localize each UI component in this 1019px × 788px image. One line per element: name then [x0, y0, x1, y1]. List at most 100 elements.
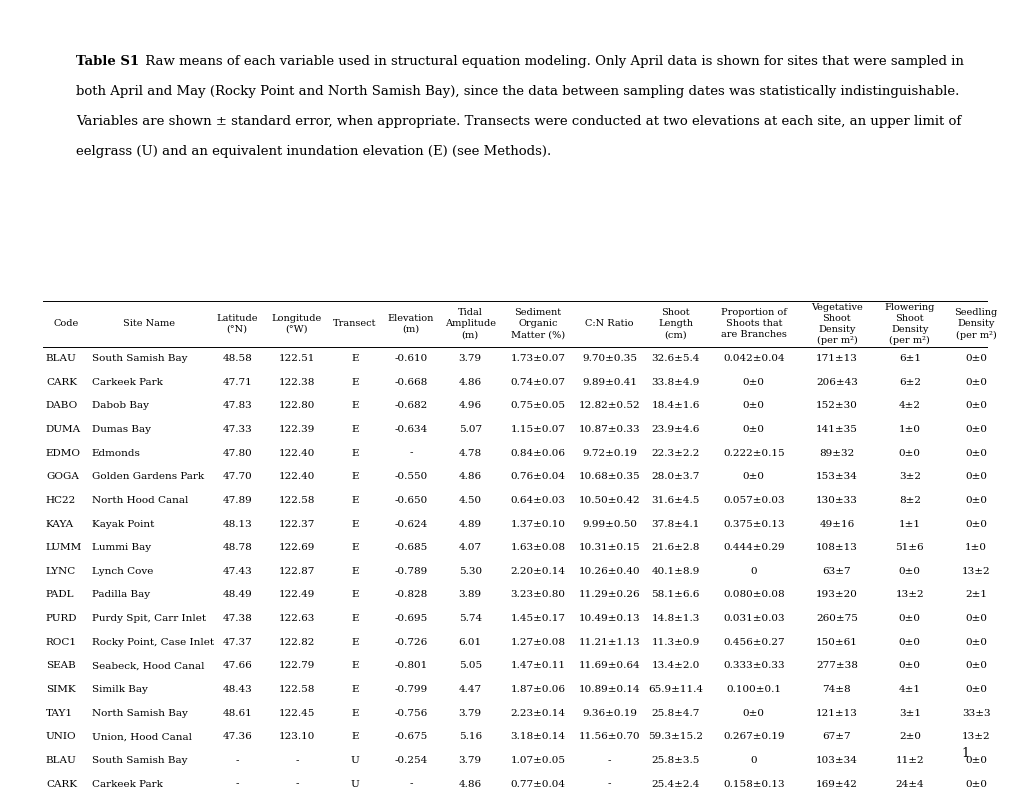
Text: Variables are shown ± standard error, when appropriate. Transects were conducted: Variables are shown ± standard error, wh…: [76, 115, 961, 128]
Text: 47.37: 47.37: [222, 637, 252, 647]
Text: Carkeek Park: Carkeek Park: [92, 779, 162, 788]
Text: 2.20±0.14: 2.20±0.14: [511, 567, 565, 576]
Text: 0±0: 0±0: [742, 425, 764, 434]
Text: 0±0: 0±0: [964, 519, 986, 529]
Text: E: E: [351, 732, 359, 742]
Text: Longitude
(°W): Longitude (°W): [271, 314, 322, 334]
Text: 10.50±0.42: 10.50±0.42: [578, 496, 640, 505]
Text: -0.789: -0.789: [394, 567, 427, 576]
Text: 1.45±0.17: 1.45±0.17: [511, 614, 565, 623]
Text: 2±1: 2±1: [964, 590, 986, 600]
Text: 3±1: 3±1: [898, 708, 920, 718]
Text: 25.4±2.4: 25.4±2.4: [651, 779, 699, 788]
Text: 4±2: 4±2: [898, 401, 920, 411]
Text: SEAB: SEAB: [46, 661, 75, 671]
Text: 4.96: 4.96: [459, 401, 481, 411]
Text: 0.100±0.1: 0.100±0.1: [726, 685, 781, 694]
Text: Purdy Spit, Carr Inlet: Purdy Spit, Carr Inlet: [92, 614, 206, 623]
Text: 63±7: 63±7: [821, 567, 851, 576]
Text: 13±2: 13±2: [961, 732, 989, 742]
Text: eelgrass (U) and an equivalent inundation elevation (E) (see Methods).: eelgrass (U) and an equivalent inundatio…: [76, 145, 551, 158]
Text: -0.650: -0.650: [394, 496, 427, 505]
Text: Kayak Point: Kayak Point: [92, 519, 154, 529]
Text: -0.682: -0.682: [394, 401, 427, 411]
Text: 4.86: 4.86: [459, 779, 481, 788]
Text: 23.9±4.6: 23.9±4.6: [651, 425, 699, 434]
Text: 33±3: 33±3: [961, 708, 989, 718]
Text: 0.76±0.04: 0.76±0.04: [511, 472, 565, 481]
Text: Dumas Bay: Dumas Bay: [92, 425, 151, 434]
Text: TAY1: TAY1: [46, 708, 72, 718]
Text: 122.80: 122.80: [278, 401, 315, 411]
Text: ROC1: ROC1: [46, 637, 76, 647]
Text: 103±34: 103±34: [815, 756, 857, 765]
Text: E: E: [351, 708, 359, 718]
Text: -0.675: -0.675: [394, 732, 427, 742]
Text: Dabob Bay: Dabob Bay: [92, 401, 149, 411]
Text: 5.30: 5.30: [459, 567, 481, 576]
Text: -0.828: -0.828: [394, 590, 427, 600]
Text: 3.89: 3.89: [459, 590, 481, 600]
Text: PURD: PURD: [46, 614, 77, 623]
Text: 25.8±4.7: 25.8±4.7: [651, 708, 699, 718]
Text: 48.78: 48.78: [222, 543, 252, 552]
Text: Proportion of
Shoots that
are Branches: Proportion of Shoots that are Branches: [720, 308, 786, 340]
Text: 47.83: 47.83: [222, 401, 252, 411]
Text: -: -: [294, 756, 299, 765]
Text: 122.40: 122.40: [278, 448, 315, 458]
Text: 9.70±0.35: 9.70±0.35: [582, 354, 636, 363]
Text: 10.87±0.33: 10.87±0.33: [578, 425, 640, 434]
Text: 33.8±4.9: 33.8±4.9: [651, 377, 699, 387]
Text: SIMK: SIMK: [46, 685, 75, 694]
Text: 130±33: 130±33: [815, 496, 857, 505]
Text: 1.63±0.08: 1.63±0.08: [511, 543, 565, 552]
Text: E: E: [351, 354, 359, 363]
Text: -: -: [409, 448, 413, 458]
Text: 24±4: 24±4: [895, 779, 923, 788]
Text: 0±0: 0±0: [964, 756, 986, 765]
Text: -0.254: -0.254: [394, 756, 427, 765]
Text: Code: Code: [53, 319, 78, 329]
Text: Tidal
Amplitude
(m): Tidal Amplitude (m): [444, 308, 495, 340]
Text: -: -: [294, 779, 299, 788]
Text: 47.36: 47.36: [222, 732, 252, 742]
Text: 11±2: 11±2: [895, 756, 923, 765]
Text: 47.38: 47.38: [222, 614, 252, 623]
Text: E: E: [351, 472, 359, 481]
Text: -0.695: -0.695: [394, 614, 427, 623]
Text: 122.51: 122.51: [278, 354, 315, 363]
Text: Edmonds: Edmonds: [92, 448, 141, 458]
Text: 193±20: 193±20: [815, 590, 857, 600]
Text: Padilla Bay: Padilla Bay: [92, 590, 150, 600]
Text: 0.77±0.04: 0.77±0.04: [511, 779, 565, 788]
Text: 3.79: 3.79: [459, 354, 481, 363]
Text: 1.27±0.08: 1.27±0.08: [511, 637, 565, 647]
Text: E: E: [351, 637, 359, 647]
Text: 28.0±3.7: 28.0±3.7: [651, 472, 699, 481]
Text: 0.75±0.05: 0.75±0.05: [511, 401, 565, 411]
Text: 0: 0: [750, 756, 756, 765]
Text: Union, Hood Canal: Union, Hood Canal: [92, 732, 192, 742]
Text: Carkeek Park: Carkeek Park: [92, 377, 162, 387]
Text: 122.45: 122.45: [278, 708, 315, 718]
Text: 0.057±0.03: 0.057±0.03: [722, 496, 784, 505]
Text: 0±0: 0±0: [964, 637, 986, 647]
Text: 11.29±0.26: 11.29±0.26: [578, 590, 640, 600]
Text: 169±42: 169±42: [815, 779, 857, 788]
Text: 0±0: 0±0: [964, 685, 986, 694]
Text: -0.550: -0.550: [394, 472, 427, 481]
Text: 47.70: 47.70: [222, 472, 252, 481]
Text: Flowering
Shoot
Density
(per m²): Flowering Shoot Density (per m²): [883, 303, 934, 345]
Text: CARK: CARK: [46, 779, 76, 788]
Text: 0±0: 0±0: [964, 425, 986, 434]
Text: 122.79: 122.79: [278, 661, 315, 671]
Text: 5.16: 5.16: [459, 732, 481, 742]
Text: 25.8±3.5: 25.8±3.5: [651, 756, 699, 765]
Text: 6.01: 6.01: [459, 637, 481, 647]
Text: 4.50: 4.50: [459, 496, 481, 505]
Text: 0±0: 0±0: [964, 354, 986, 363]
Text: 47.89: 47.89: [222, 496, 252, 505]
Text: 8±2: 8±2: [898, 496, 920, 505]
Text: Lynch Cove: Lynch Cove: [92, 567, 153, 576]
Text: -0.634: -0.634: [394, 425, 427, 434]
